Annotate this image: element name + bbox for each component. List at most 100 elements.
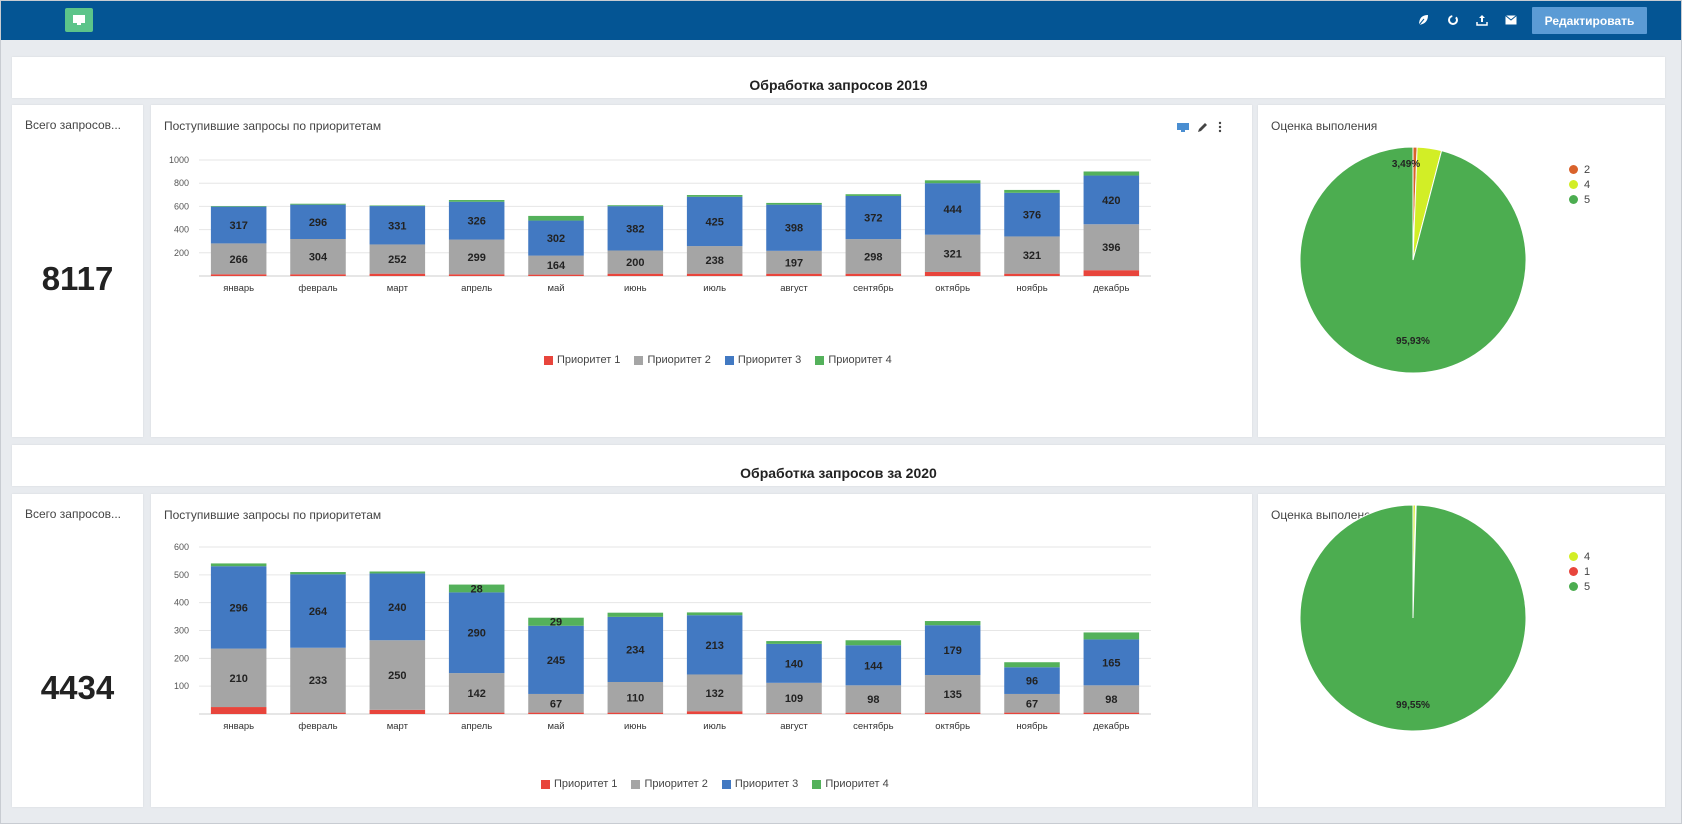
chart-legend: Приоритет 1 Приоритет 2 Приоритет 3 Прио… [544, 354, 892, 366]
bar-segment [528, 215, 584, 221]
data-label: 234 [626, 644, 645, 656]
legend-item[interactable]: Приоритет 4 [812, 778, 889, 790]
legend-label: Приоритет 3 [734, 778, 799, 790]
stacked-bar-chart: 100 200 300 400 500 600 210 296 январь 233 264 февр… [174, 542, 1151, 732]
pie-legend-label: 4 [1584, 178, 1591, 191]
refresh-icon[interactable] [1443, 10, 1463, 30]
bar-segment [210, 274, 267, 276]
bar-segment [448, 201, 505, 240]
data-label: 197 [785, 257, 803, 269]
pie-legend-item[interactable]: 5 [1569, 192, 1590, 207]
x-tick-label: сентябрь [853, 721, 893, 732]
y-tick-label: 600 [174, 542, 189, 552]
monitor-icon[interactable] [65, 8, 93, 32]
pie-legend-item[interactable]: 1 [1569, 564, 1590, 579]
y-tick-label: 200 [174, 248, 189, 258]
data-label: 264 [309, 606, 328, 618]
legend-swatch [721, 779, 731, 789]
leaf-icon[interactable] [1413, 10, 1433, 30]
legend-item[interactable]: Приоритет 1 [541, 778, 617, 790]
mail-icon[interactable] [1501, 10, 1521, 30]
data-label: 98 [1105, 694, 1117, 706]
bar-chart-card-2019: Поступившие запросы по приоритетам 200 40… [151, 105, 1252, 437]
bar-segment [290, 572, 346, 575]
y-tick-label: 800 [174, 178, 189, 188]
bar-segment [210, 206, 267, 244]
bar-segment [766, 643, 822, 683]
bar-segment [845, 195, 902, 240]
legend-item[interactable]: Приоритет 3 [721, 778, 799, 790]
pie-card-2019: Оценка выполения 3,49% 95,93% 2 4 5 [1258, 105, 1665, 437]
data-label: 109 [785, 693, 803, 705]
kpi-label: Всего запросов... [25, 507, 122, 521]
data-label: 321 [1023, 250, 1041, 262]
kpi-label: Всего запросов... [25, 118, 122, 132]
kpi-value: 8117 [41, 260, 114, 297]
bar-segment [528, 625, 584, 694]
upload-icon[interactable] [1472, 10, 1492, 30]
data-label: 240 [388, 602, 406, 614]
legend-dot [1569, 552, 1578, 561]
bar-segment [766, 641, 822, 644]
legend-item[interactable]: Приоритет 4 [815, 354, 892, 366]
bar-segment [1083, 175, 1140, 225]
x-tick-label: февраль [298, 283, 337, 294]
legend-dot [1569, 165, 1578, 174]
bar-segment [607, 612, 664, 617]
more-icon[interactable] [1218, 120, 1228, 134]
bar-segment [607, 205, 664, 207]
legend-item[interactable]: Приоритет 1 [544, 354, 620, 366]
pie-legend-label: 2 [1584, 163, 1591, 176]
bar-segment [845, 273, 902, 276]
bar-segment [1004, 693, 1060, 713]
data-label: 299 [467, 252, 485, 264]
section-header-2020: Обработка запросов за 2020 [12, 445, 1665, 486]
data-label: 213 [705, 640, 723, 652]
x-tick-label: февраль [298, 721, 337, 732]
pie-slice [1299, 146, 1527, 374]
legend-item[interactable]: Приоритет 2 [631, 778, 708, 790]
bar-segment [845, 685, 902, 713]
data-label: 425 [705, 216, 723, 228]
data-label: 245 [547, 655, 565, 667]
bar-segment [845, 194, 902, 196]
pie-legend-item[interactable]: 4 [1569, 177, 1590, 192]
bar-segment [607, 616, 664, 682]
monitor-icon[interactable] [1176, 121, 1190, 133]
bar-segment [369, 573, 426, 641]
bar-segment [924, 621, 981, 626]
bar-segment [448, 712, 505, 714]
pie-legend-item[interactable]: 2 [1569, 162, 1590, 177]
data-label: 238 [705, 255, 723, 267]
section-header-2019: Обработка запросов 2019 [12, 57, 1665, 98]
bar-segment [448, 274, 505, 276]
data-label: 331 [388, 220, 406, 232]
data-label: 67 [550, 698, 562, 710]
edit-button[interactable]: Редактировать [1532, 7, 1647, 34]
data-label: 135 [943, 689, 961, 701]
legend-item[interactable]: Приоритет 2 [634, 354, 711, 366]
x-tick-label: октябрь [935, 283, 970, 294]
bar-segment [686, 195, 743, 197]
bar-segment [766, 273, 822, 276]
bar-segment [290, 647, 346, 713]
data-label: 164 [547, 260, 566, 272]
bar-segment [1004, 192, 1060, 237]
pie-legend-item[interactable]: 5 [1569, 579, 1590, 594]
data-label: 67 [1026, 698, 1038, 710]
pie-legend: 4 1 5 [1569, 549, 1590, 594]
x-tick-label: май [547, 283, 564, 294]
data-label: 179 [943, 645, 961, 657]
bar-segment [686, 196, 743, 247]
y-tick-label: 400 [174, 225, 189, 235]
x-tick-label: май [547, 721, 564, 732]
bar-segment [924, 180, 981, 184]
x-tick-label: январь [223, 283, 254, 294]
pencil-icon[interactable] [1197, 120, 1211, 134]
pie-legend-item[interactable]: 4 [1569, 549, 1590, 564]
data-label: 200 [626, 257, 644, 269]
x-tick-label: апрель [461, 283, 492, 294]
bar-segment [924, 234, 981, 272]
legend-item[interactable]: Приоритет 3 [724, 354, 801, 366]
legend-swatch [724, 355, 734, 365]
